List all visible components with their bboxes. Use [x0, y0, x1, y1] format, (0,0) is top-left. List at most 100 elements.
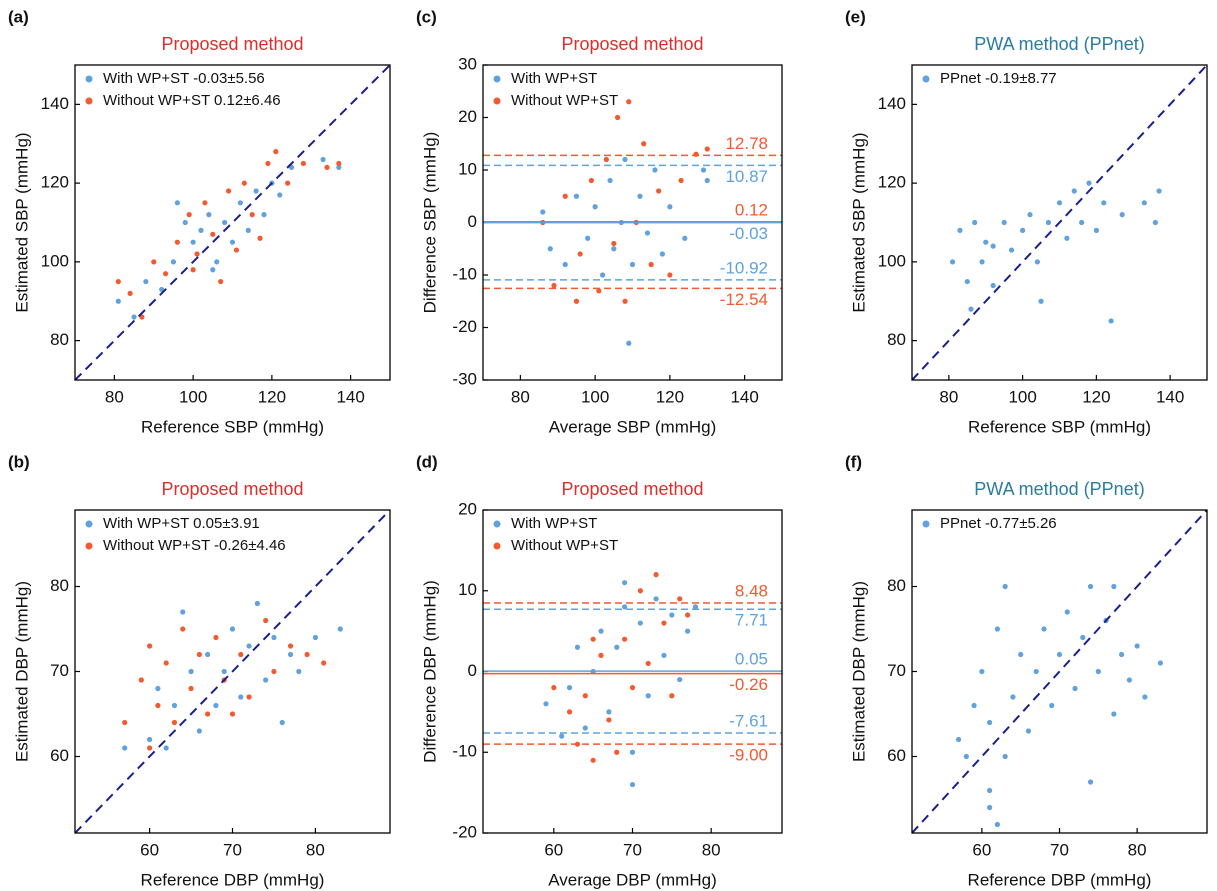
point: [955, 736, 962, 743]
identity-line: [75, 65, 390, 380]
point: [573, 193, 580, 199]
point: [1079, 219, 1085, 226]
point: [337, 626, 343, 632]
point: [957, 227, 963, 233]
y-tick-label: 30: [458, 54, 477, 73]
point: [566, 709, 573, 715]
point: [607, 177, 613, 184]
point: [180, 609, 186, 615]
point: [661, 652, 667, 658]
point: [190, 239, 196, 245]
point: [210, 231, 216, 237]
panel-title: PWA method (PPnet): [974, 34, 1144, 54]
point: [692, 604, 699, 610]
point: [637, 620, 643, 626]
point: [645, 693, 651, 699]
x-tick-label: 80: [939, 387, 958, 406]
y-tick-label: 80: [887, 576, 906, 595]
y-axis-label: Estimated SBP (mmHg): [12, 132, 31, 312]
point: [1027, 212, 1033, 218]
plot-frame: [482, 64, 783, 381]
point: [180, 626, 186, 632]
point: [987, 719, 993, 726]
point: [1101, 200, 1107, 206]
point: [603, 156, 609, 163]
point: [336, 160, 342, 167]
point: [1156, 188, 1162, 194]
y-tick-label: 140: [878, 94, 906, 113]
point: [1049, 702, 1055, 709]
point: [574, 644, 581, 650]
point: [194, 251, 200, 257]
point: [190, 267, 196, 273]
point: [611, 240, 617, 247]
point: [1045, 219, 1052, 226]
y-tick-label: 10: [458, 159, 477, 178]
x-tick-label: 100: [1008, 387, 1036, 406]
ref-line-label: 12.78: [725, 134, 768, 153]
plot-area: [912, 65, 1207, 380]
ref-line-label: 0.12: [735, 200, 768, 219]
plot-frame: [74, 509, 391, 834]
y-tick-label: 20: [458, 499, 477, 518]
x-tick-label: 60: [140, 840, 159, 859]
y-tick-label: 0: [468, 661, 477, 680]
point: [566, 685, 573, 691]
point: [585, 235, 591, 241]
y-tick-label: -20: [452, 822, 477, 841]
point: [210, 267, 216, 273]
point: [622, 298, 628, 304]
point: [198, 227, 204, 233]
point: [667, 272, 673, 278]
point: [122, 719, 128, 726]
y-tick-label: 80: [887, 330, 906, 349]
point: [994, 626, 1000, 632]
point: [629, 261, 636, 268]
point: [964, 278, 970, 285]
point: [127, 290, 133, 296]
point: [1142, 694, 1148, 700]
y-tick-label: 140: [41, 94, 69, 113]
point: [559, 733, 565, 739]
point: [163, 745, 169, 751]
point: [1020, 227, 1026, 233]
legend-marker: [493, 520, 501, 528]
panel-title: Proposed method: [161, 34, 303, 54]
x-tick-label: 140: [730, 387, 758, 406]
point: [1126, 677, 1132, 683]
point: [972, 219, 978, 226]
point: [1056, 200, 1063, 206]
ref-line-label: -0.26: [729, 675, 768, 694]
plot-area: [75, 65, 390, 380]
point: [979, 259, 985, 265]
point: [249, 212, 255, 218]
legend-label: With WP+ST: [511, 515, 597, 532]
point: [1086, 180, 1092, 186]
point: [590, 757, 596, 763]
point: [1071, 188, 1077, 194]
point: [151, 259, 157, 265]
panel-title: Proposed method: [161, 479, 303, 499]
y-axis-label: Estimated DBP (mmHg): [849, 581, 868, 762]
point: [1002, 583, 1008, 590]
point: [143, 278, 149, 285]
point: [186, 212, 192, 218]
point: [963, 753, 969, 760]
point: [1119, 212, 1125, 218]
point: [147, 745, 153, 751]
point: [241, 180, 247, 186]
point: [949, 259, 956, 265]
point: [1111, 711, 1117, 717]
point: [600, 272, 606, 278]
legend-marker: [493, 97, 501, 105]
x-axis-label: Average SBP (mmHg): [549, 417, 717, 436]
point: [271, 634, 277, 641]
panel-title: Proposed method: [561, 34, 703, 54]
x-axis-label: Reference SBP (mmHg): [968, 417, 1151, 436]
point: [606, 709, 612, 715]
y-tick-label: 100: [41, 251, 69, 270]
x-tick-label: 60: [544, 840, 563, 859]
point: [206, 212, 212, 218]
ref-line-label: 8.48: [735, 582, 768, 601]
point: [257, 235, 263, 241]
